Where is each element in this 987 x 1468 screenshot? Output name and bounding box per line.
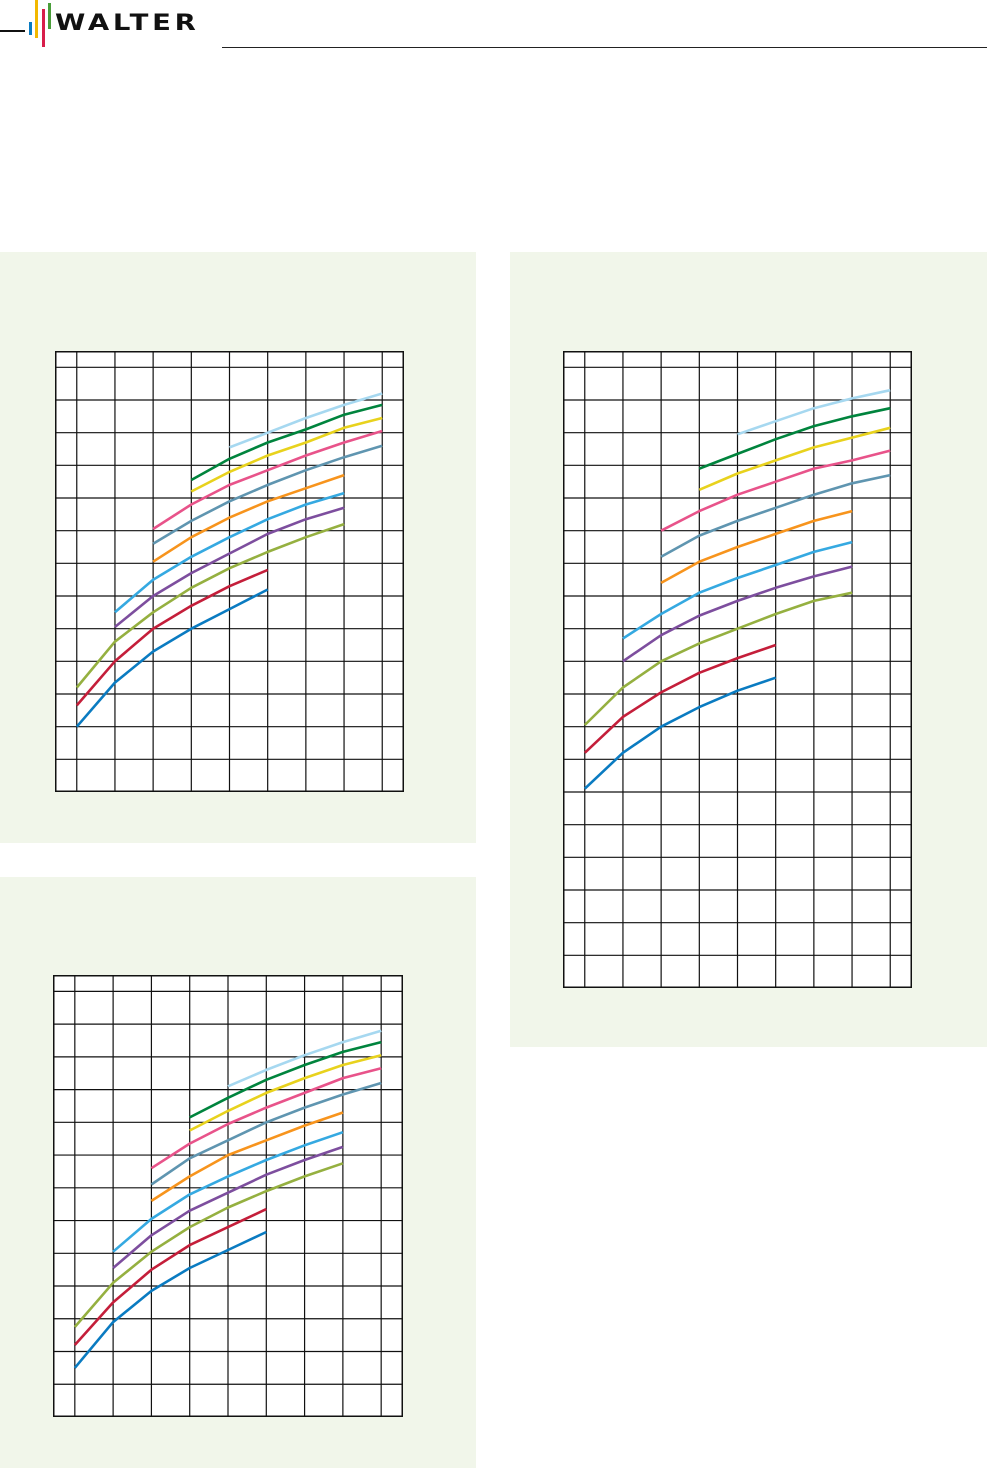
logo-bar-green [48, 3, 51, 29]
series-line-11 [737, 388, 891, 436]
series-line-8 [660, 449, 891, 532]
series-line-3 [73, 1162, 344, 1328]
logo-text: WALTER [55, 11, 200, 36]
series-line-2 [583, 643, 777, 754]
series-line-3 [75, 522, 345, 689]
logo-bar-yellow [35, 0, 38, 38]
series-line-1 [583, 676, 777, 790]
series-line-10 [698, 406, 891, 470]
series-line-4 [112, 1145, 344, 1269]
series-line-4 [622, 565, 853, 663]
series-line-1 [75, 588, 269, 728]
series-line-9 [698, 426, 891, 491]
series-line-8 [152, 429, 383, 531]
series-line-8 [150, 1067, 382, 1170]
chart-1-svg [55, 351, 404, 792]
chart-2-svg [53, 975, 403, 1417]
logo-line [0, 30, 25, 32]
series-line-5 [112, 1130, 344, 1253]
series-line-2 [75, 568, 269, 707]
series-line-10 [190, 403, 383, 482]
logo-bar-blue [29, 22, 32, 35]
chart-1 [55, 351, 404, 792]
logo-bar-red [42, 9, 45, 47]
series-line-9 [190, 416, 383, 493]
series-line-7 [660, 473, 891, 558]
chart-2 [53, 975, 403, 1417]
series-line-7 [150, 1081, 382, 1186]
chart-3-svg [563, 351, 912, 988]
chart-3 [563, 351, 912, 988]
series-line-1 [73, 1230, 267, 1369]
series-line-5 [114, 491, 345, 614]
walter-logo: WALTER [0, 0, 200, 50]
series-line-9 [189, 1053, 382, 1132]
series-line-11 [229, 392, 383, 449]
series-line-6 [152, 473, 345, 563]
series-line-11 [227, 1029, 382, 1088]
series-line-6 [660, 509, 853, 585]
series-line-7 [152, 444, 383, 545]
series-line-4 [114, 506, 345, 629]
series-line-6 [150, 1111, 344, 1202]
series-line-3 [583, 591, 853, 726]
header-rule [222, 47, 987, 48]
series-line-10 [189, 1040, 382, 1119]
series-line-5 [622, 540, 853, 640]
series-line-2 [73, 1207, 267, 1346]
